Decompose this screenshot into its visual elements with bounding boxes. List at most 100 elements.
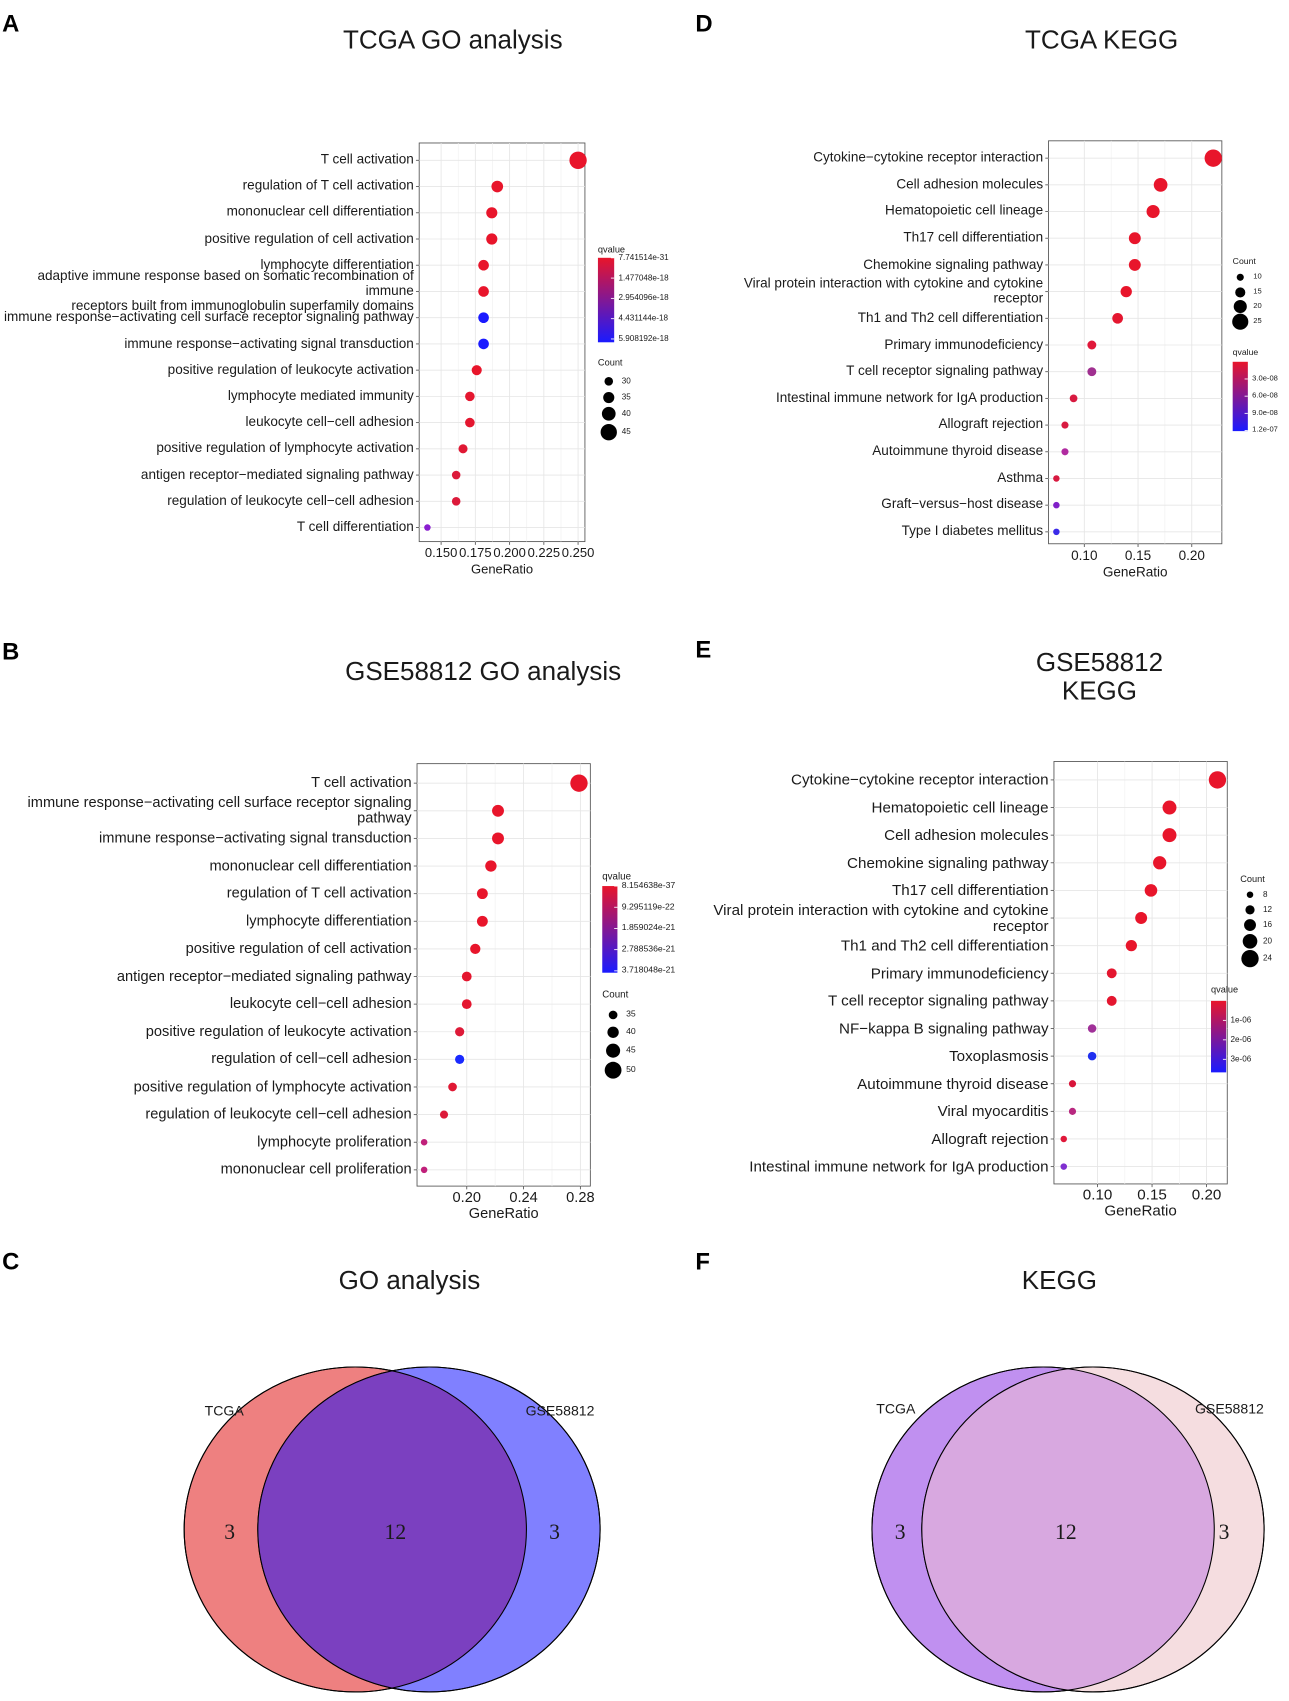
dot (476, 888, 488, 900)
dot (485, 860, 497, 872)
category-label: Cytokine−cytokine receptor interaction (813, 149, 1044, 165)
dot (478, 259, 489, 271)
size-legend-title: Count (597, 356, 623, 368)
size-key-label: 12 (1263, 904, 1273, 915)
category-label: antigen receptor−mediated signaling path… (140, 466, 414, 482)
category-label: Th17 cell differentiation (892, 880, 1049, 899)
x-tick-label: 0.20 (1178, 548, 1205, 564)
x-tick-label: 0.10 (1082, 1185, 1113, 1203)
category-label: mononuclear cell proliferation (220, 1160, 412, 1177)
dot (1112, 312, 1123, 324)
x-axis-label: GeneRatio (1104, 1201, 1177, 1219)
category-label: Asthma (997, 469, 1044, 486)
category-label: Hematopoietic cell lineage (871, 798, 1049, 816)
size-key (604, 377, 614, 386)
plot-panel (418, 142, 586, 543)
dot (478, 286, 489, 297)
size-key-label: 45 (621, 426, 631, 437)
category-label: lymphocyte mediated immunity (227, 387, 414, 404)
panel-letter: B (2, 637, 20, 665)
dot (1087, 1024, 1097, 1033)
category-label: regulation of leukocyte cell−cell adhesi… (145, 1105, 412, 1122)
size-legend-title: Count (1232, 256, 1256, 267)
color-tick-label: 3.718048e-21 (621, 964, 676, 975)
chart-title: TCGA GO analysis (342, 25, 563, 56)
dot (420, 1166, 428, 1174)
dot (471, 365, 482, 376)
x-tick-label: 0.10 (1071, 548, 1098, 564)
category-label: positive regulation of leukocyte activat… (167, 361, 414, 377)
category-label: mononuclear cell differentiation (226, 204, 414, 220)
category-label: Type I diabetes mellitus (901, 523, 1044, 539)
category-label: Viral myocarditis (937, 1101, 1049, 1120)
dot (1162, 828, 1177, 843)
dot (1125, 940, 1137, 952)
category-label: Chemokine signaling pathway (847, 853, 1049, 871)
dot (569, 151, 587, 169)
category-label: positive regulation of cell activation (204, 230, 414, 246)
chart-title: TCGA KEGG (1025, 25, 1179, 56)
dot (1069, 394, 1078, 403)
size-key-label: 20 (1263, 935, 1273, 946)
dot (1053, 528, 1060, 536)
venn-count: 3 (1218, 1520, 1230, 1545)
x-tick-label: 0.175 (459, 545, 492, 561)
category-label: Cytokine−cytokine receptor interaction (791, 770, 1049, 788)
dot (1060, 1163, 1068, 1170)
plot-panel (1053, 761, 1228, 1185)
size-key-label: 35 (626, 1009, 636, 1019)
size-key-label: 20 (1253, 302, 1262, 310)
dot (1128, 258, 1141, 271)
color-tick-label: 2.954096e-18 (618, 292, 669, 303)
size-key-label: 16 (1263, 919, 1273, 930)
dot (465, 417, 475, 428)
color-tick-label: 6.0e-08 (1252, 391, 1278, 400)
category-label: immune response−activating cell surface … (3, 309, 414, 325)
category-label: regulation of leukocyte cell−cell adhesi… (167, 492, 414, 508)
category-label: Cell adhesion molecules (884, 825, 1049, 844)
category-label: Intestinal immune network for IgA produc… (749, 1157, 1049, 1175)
dot (1061, 448, 1069, 456)
size-key (600, 424, 617, 441)
set-label: GSE58812 (1194, 1400, 1264, 1417)
category-label: Primary immunodeficiency (870, 963, 1049, 982)
dot (461, 971, 472, 982)
size-key-label: 50 (626, 1064, 636, 1075)
size-key (606, 1043, 621, 1058)
category-label: lymphocyte differentiation (246, 912, 412, 929)
venn-count: 3 (224, 1520, 236, 1545)
color-tick-label: 2.788536e-21 (621, 943, 676, 954)
x-tick-label: 0.20 (1191, 1185, 1222, 1203)
color-bar (1211, 1000, 1227, 1073)
category-label: Viral protein interaction with cytokine … (743, 275, 1044, 306)
size-key (607, 1026, 619, 1038)
color-bar (597, 257, 615, 343)
size-key (1235, 287, 1246, 298)
dot (455, 1027, 465, 1037)
category-label: positive regulation of cell activation (185, 939, 412, 957)
color-tick-label: 7.741514e-31 (618, 252, 669, 262)
x-tick-label: 0.20 (452, 1188, 481, 1206)
dot (1087, 1051, 1097, 1061)
dot (570, 774, 588, 792)
size-key-label: 40 (621, 408, 631, 418)
category-label: T cell activation (311, 774, 412, 791)
size-key-label: 40 (626, 1026, 636, 1037)
dot (492, 804, 504, 817)
size-key-label: 8 (1263, 889, 1268, 899)
category-label: Intestinal immune network for IgA produc… (775, 389, 1044, 406)
dot (1106, 995, 1117, 1006)
dot (1144, 884, 1158, 897)
color-tick-label: 5.908192e-18 (618, 333, 669, 344)
category-label: lymphocyte differentiation (260, 256, 414, 272)
venn-count: 12 (1055, 1520, 1077, 1545)
dot (458, 444, 468, 454)
color-tick-label: 9.0e-08 (1252, 409, 1278, 417)
size-key-label: 30 (621, 375, 631, 386)
size-key-label: 15 (1253, 288, 1262, 296)
dot (1204, 149, 1222, 167)
color-legend-title: qvalue (602, 870, 631, 882)
x-tick-label: 0.15 (1124, 548, 1152, 564)
size-key-label: 24 (1263, 953, 1273, 963)
